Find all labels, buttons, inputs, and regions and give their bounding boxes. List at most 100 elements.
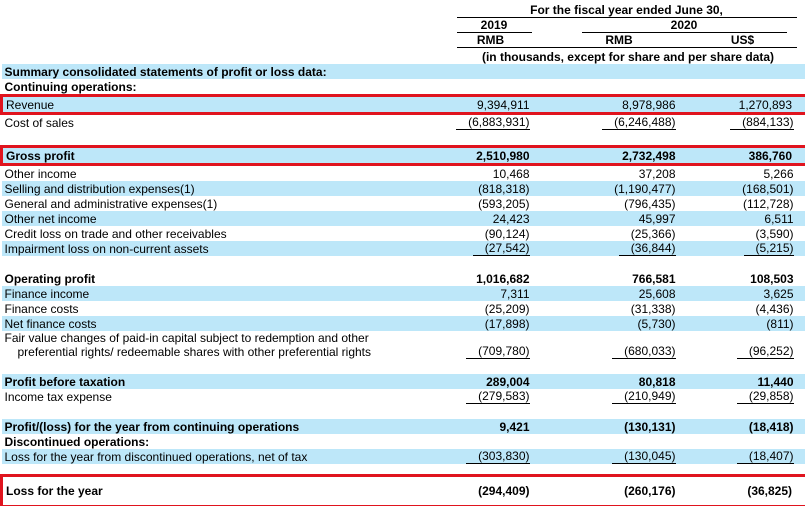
- spacer-row: [2, 404, 805, 419]
- spacer-cell: [2, 256, 805, 271]
- row-other-income: Other income 10,468 37,208 5,266: [2, 165, 805, 181]
- value-2019-rmb: 24,423: [449, 211, 532, 226]
- row-label: Operating profit: [4, 272, 96, 286]
- spacer-cell: [2, 404, 805, 419]
- cell-value: (96,252): [736, 344, 794, 359]
- row-label: Impairment loss on non-current assets: [1, 241, 450, 256]
- cell-value: 766,581: [632, 272, 676, 286]
- cell-value: (168,501): [742, 182, 794, 196]
- unit-2020-usd-label: US$: [730, 33, 755, 47]
- row-label: Profit/(loss) for the year from continui…: [1, 419, 450, 434]
- value-2020-usd: 386,760: [678, 145, 805, 166]
- cell-value: 6,511: [764, 212, 794, 226]
- value-2020-rmb: 80,818: [531, 374, 679, 389]
- value-2019-rmb: [450, 434, 532, 449]
- value-2020-usd: (884,133): [679, 114, 805, 130]
- value-2020-usd: (18,407): [678, 449, 805, 464]
- cell-value: (25,209): [484, 302, 530, 316]
- value-2020-rmb: (36,844): [531, 241, 679, 256]
- value-2019-rmb: (709,780): [450, 331, 532, 359]
- value-2019-rmb: 9,421: [449, 419, 532, 434]
- cell-value: 8,978,986: [622, 98, 676, 112]
- row-label: Selling and distribution expenses(1): [1, 181, 450, 196]
- value-2019-rmb: [449, 64, 532, 79]
- row-label: Gross profit: [0, 145, 450, 166]
- cell-value: (130,131): [624, 420, 676, 434]
- row-label: Finance income: [1, 286, 450, 301]
- value-2020-rmb: [531, 64, 679, 79]
- value-2020-rmb: 8,978,986: [531, 94, 679, 115]
- row-summary-consolidated-statements-of-profit-or-los: Summary consolidated statements of profi…: [1, 64, 805, 79]
- cell-value: (29,858): [736, 389, 794, 404]
- value-2020-usd: [678, 64, 805, 79]
- row-selling-and-distribution-expenses-1: Selling and distribution expenses(1) (818…: [1, 181, 805, 196]
- row-fair-value-changes-of-paid-in-capital-subject-to: Fair value changes of paid-in capital su…: [2, 331, 805, 359]
- cell-value: (112,728): [743, 197, 794, 211]
- row-label: Loss for the year from discontinued oper…: [1, 449, 450, 464]
- cell-value: 45,997: [638, 212, 676, 226]
- value-2020-usd: (112,728): [679, 196, 805, 211]
- row-continuing-operations: Continuing operations:: [2, 79, 805, 96]
- cell-value: 25,608: [638, 287, 676, 301]
- value-2020-usd: (18,418): [678, 419, 805, 434]
- profit-loss-table: For the fiscal year ended June 30, 2019 …: [0, 3, 805, 506]
- cell-value: 2,732,498: [622, 149, 676, 163]
- unit-2019-rmb-label: RMB: [476, 33, 505, 47]
- row-profit-before-taxation: Profit before taxation 289,004 80,818 11,44…: [1, 374, 805, 389]
- row-label: Net finance costs: [1, 316, 450, 331]
- cell-value: (303,830): [466, 449, 530, 464]
- value-2020-rmb: 2,732,498: [531, 145, 679, 166]
- value-2020-rmb: 37,208: [532, 165, 679, 181]
- row-impairment-loss-on-non-current-assets: Impairment loss on non-current assets (27…: [1, 241, 805, 256]
- row-operating-profit: Operating profit 1,016,682 766,581 108,503: [2, 271, 805, 286]
- value-2019-rmb: (90,124): [450, 226, 532, 241]
- cell-value: (5,730): [637, 317, 676, 331]
- row-label: Continuing operations:: [4, 80, 137, 94]
- spacer-cell: [2, 359, 805, 374]
- cell-value: (1,190,477): [614, 182, 676, 196]
- year-2020-label: 2020: [581, 18, 787, 33]
- value-2020-usd: 3,625: [678, 286, 805, 301]
- value-2020-usd: (96,252): [679, 331, 805, 359]
- cell-value: 289,004: [486, 375, 530, 389]
- cell-value: (31,338): [630, 302, 676, 316]
- row-label: Finance costs: [4, 302, 79, 316]
- value-2020-usd: (4,436): [679, 301, 805, 316]
- units-note: (in thousands, except for share and per …: [481, 50, 775, 64]
- row-label: Cost of sales: [4, 116, 74, 130]
- header-row-units: RMB RMB US$: [2, 33, 805, 47]
- value-2020-rmb: (31,338): [532, 301, 679, 316]
- value-2020-rmb: (260,176): [531, 474, 679, 506]
- row-label: Revenue: [0, 94, 450, 115]
- cell-value: (279,583): [466, 389, 530, 404]
- cell-value: (6,246,488): [602, 115, 676, 130]
- row-label: Fair value changes of paid-in capital su…: [2, 331, 450, 359]
- value-2020-usd: (36,825): [678, 474, 805, 506]
- value-2020-usd: (168,501): [678, 181, 805, 196]
- row-loss-for-the-year-from-discontinued-operations-n: Loss for the year from discontinued oper…: [1, 449, 805, 464]
- value-2020-rmb: (796,435): [532, 196, 679, 211]
- year-2019-cell: 2019: [450, 18, 532, 33]
- spacer-cell: [2, 130, 805, 147]
- value-2019-rmb: 289,004: [449, 374, 532, 389]
- year-2020-cell: 2020: [532, 18, 805, 33]
- cell-value: 386,760: [748, 149, 793, 163]
- value-2019-rmb: 1,016,682: [450, 271, 532, 286]
- row-revenue: Revenue 9,394,911 8,978,986 1,270,893: [0, 94, 805, 115]
- cell-value: (593,205): [478, 197, 530, 211]
- cell-value: (25,366): [630, 227, 676, 241]
- value-2020-rmb: (1,190,477): [531, 181, 679, 196]
- cell-value: (18,418): [748, 420, 794, 434]
- row-label: Summary consolidated statements of profi…: [1, 64, 450, 79]
- row-label: Credit loss on trade and other receivabl…: [4, 227, 227, 241]
- value-2019-rmb: 10,468: [450, 165, 532, 181]
- row-finance-costs: Finance costs (25,209) (31,338) (4,436): [2, 301, 805, 316]
- cell-value: (884,133): [730, 115, 794, 130]
- value-2020-rmb: [532, 79, 679, 96]
- cell-value: 24,423: [492, 212, 530, 226]
- value-2020-rmb: (210,949): [532, 389, 679, 404]
- header-title-cell: For the fiscal year ended June 30,: [450, 3, 805, 18]
- header-rule-row: [2, 47, 805, 49]
- cell-value: (36,825): [747, 484, 793, 498]
- value-2020-usd: 108,503: [679, 271, 805, 286]
